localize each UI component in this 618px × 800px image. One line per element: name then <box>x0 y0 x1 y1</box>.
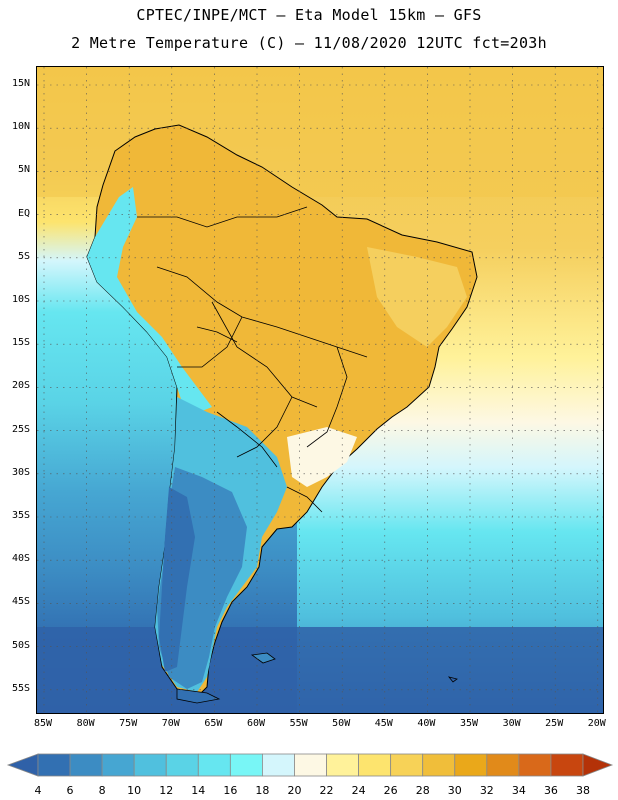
andes-cold-region <box>87 187 212 417</box>
temperature-map[interactable] <box>36 66 604 714</box>
south-georgia <box>447 676 458 683</box>
colorbar-swatch <box>133 753 167 777</box>
colorbar-swatch <box>358 753 392 777</box>
colorbar-level-label: 4 <box>34 784 42 797</box>
longitude-label: 45W <box>374 718 393 729</box>
longitude-label: 30W <box>502 718 521 729</box>
map-title-line-2: 2 Metre Temperature (C) – 11/08/2020 12U… <box>71 34 547 52</box>
latitude-label: EQ <box>17 207 30 219</box>
colorbar-level-label: 6 <box>66 784 74 797</box>
colorbar-swatch <box>229 753 263 777</box>
latitude-label: 50S <box>11 639 30 651</box>
latitude-label: 10S <box>11 294 30 305</box>
latitude-label: 25S <box>11 423 30 435</box>
andes-coldest <box>159 487 195 672</box>
colorbar-swatch <box>550 753 584 777</box>
longitude-label: 55W <box>289 718 308 729</box>
longitude-label: 25W <box>545 718 564 729</box>
map-title-line-1: CPTEC/INPE/MCT – Eta Model 15km – GFS <box>136 6 482 24</box>
longitude-label: 60W <box>246 718 266 729</box>
colorbar-level-label: 32 <box>479 784 494 797</box>
tierra-del-fuego <box>176 688 221 704</box>
colorbar-swatch <box>165 753 199 777</box>
colorbar-level-label: 20 <box>287 784 302 797</box>
colorbar-level-label: 16 <box>223 784 238 797</box>
colorbar-swatch <box>518 753 552 777</box>
longitude-label: 75W <box>119 718 138 729</box>
colorbar-level-label: 28 <box>415 784 430 797</box>
latitude-label: 40S <box>11 553 30 565</box>
colorbar-swatch <box>69 753 103 777</box>
latitude-label: 15N <box>11 78 30 89</box>
colorbar-level-label: 12 <box>159 784 174 797</box>
colorbar-max-arrow <box>582 753 614 777</box>
colorbar-level-label: 38 <box>576 784 590 797</box>
colorbar-level-label: 36 <box>543 784 558 797</box>
temperature-colorbar <box>6 753 614 777</box>
latitude-label: 20S <box>11 380 30 392</box>
longitude-label: 20W <box>587 718 606 729</box>
colorbar-swatch <box>422 753 456 777</box>
colorbar-level-label: 26 <box>383 784 398 797</box>
longitude-label: 50W <box>332 718 351 729</box>
colorbar-swatch <box>486 753 520 777</box>
map-canvas <box>37 67 603 713</box>
colorbar-swatch <box>390 753 424 777</box>
longitude-label: 40W <box>417 718 436 729</box>
colorbar-min-arrow <box>6 753 39 777</box>
colorbar-swatch <box>262 753 295 777</box>
colorbar-level-label: 30 <box>447 784 462 797</box>
colorbar-swatch <box>454 753 488 777</box>
colorbar-swatch <box>101 753 135 777</box>
longitude-label: 85W <box>33 718 53 729</box>
falkland-islands <box>250 652 276 664</box>
latitude-label: 10N <box>11 121 30 133</box>
country-borders <box>137 206 368 513</box>
colorbar-level-label: 14 <box>191 784 206 797</box>
latitude-label: 30S <box>11 466 30 478</box>
latitude-label: 5N <box>17 164 30 176</box>
colorbar-swatch <box>326 753 359 777</box>
longitude-label: 80W <box>76 718 95 729</box>
colorbar-swatch <box>197 753 231 777</box>
colorbar-swatch <box>37 753 71 777</box>
colorbar-level-label: 8 <box>98 784 106 797</box>
latitude-label: 45S <box>11 596 30 608</box>
southern-ocean-field <box>37 627 603 713</box>
southern-brazil-mild <box>287 427 357 487</box>
latitude-label: 55S <box>11 682 30 694</box>
longitude-label: 65W <box>204 718 223 729</box>
latitude-label: 5S <box>17 250 30 262</box>
colorbar-level-label: 34 <box>511 784 526 797</box>
colorbar-level-label: 18 <box>255 784 270 797</box>
longitude-label: 70W <box>161 718 180 729</box>
colorbar-level-label: 10 <box>127 784 142 797</box>
latitude-label: 35S <box>11 510 30 521</box>
longitude-label: 35W <box>459 718 479 729</box>
latitude-label: 15S <box>11 337 30 349</box>
colorbar-level-label: 24 <box>351 784 366 797</box>
northeast-brazil-warm <box>367 247 467 347</box>
colorbar-level-label: 22 <box>319 784 334 797</box>
colorbar-swatch <box>294 753 327 777</box>
